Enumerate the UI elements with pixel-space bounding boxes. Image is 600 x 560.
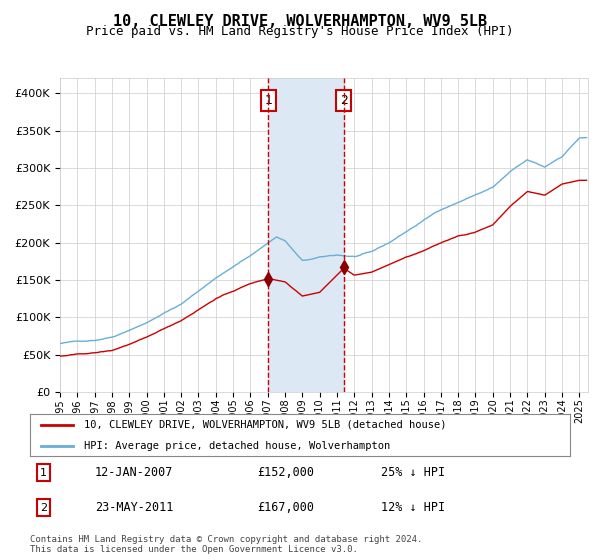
Text: 12% ↓ HPI: 12% ↓ HPI bbox=[381, 501, 445, 514]
Text: 12-JAN-2007: 12-JAN-2007 bbox=[95, 466, 173, 479]
Text: Contains HM Land Registry data © Crown copyright and database right 2024.
This d: Contains HM Land Registry data © Crown c… bbox=[30, 535, 422, 554]
Text: 2: 2 bbox=[40, 502, 47, 512]
Text: £152,000: £152,000 bbox=[257, 466, 314, 479]
Text: 10, CLEWLEY DRIVE, WOLVERHAMPTON, WV9 5LB (detached house): 10, CLEWLEY DRIVE, WOLVERHAMPTON, WV9 5L… bbox=[84, 420, 446, 430]
Text: 10, CLEWLEY DRIVE, WOLVERHAMPTON, WV9 5LB: 10, CLEWLEY DRIVE, WOLVERHAMPTON, WV9 5L… bbox=[113, 14, 487, 29]
Text: 2: 2 bbox=[340, 94, 347, 107]
Text: £167,000: £167,000 bbox=[257, 501, 314, 514]
Text: 23-MAY-2011: 23-MAY-2011 bbox=[95, 501, 173, 514]
Text: HPI: Average price, detached house, Wolverhampton: HPI: Average price, detached house, Wolv… bbox=[84, 441, 390, 451]
Text: 25% ↓ HPI: 25% ↓ HPI bbox=[381, 466, 445, 479]
Text: Price paid vs. HM Land Registry's House Price Index (HPI): Price paid vs. HM Land Registry's House … bbox=[86, 25, 514, 38]
Bar bbox=[268, 78, 344, 392]
Text: 1: 1 bbox=[265, 94, 272, 107]
Text: 1: 1 bbox=[40, 468, 47, 478]
